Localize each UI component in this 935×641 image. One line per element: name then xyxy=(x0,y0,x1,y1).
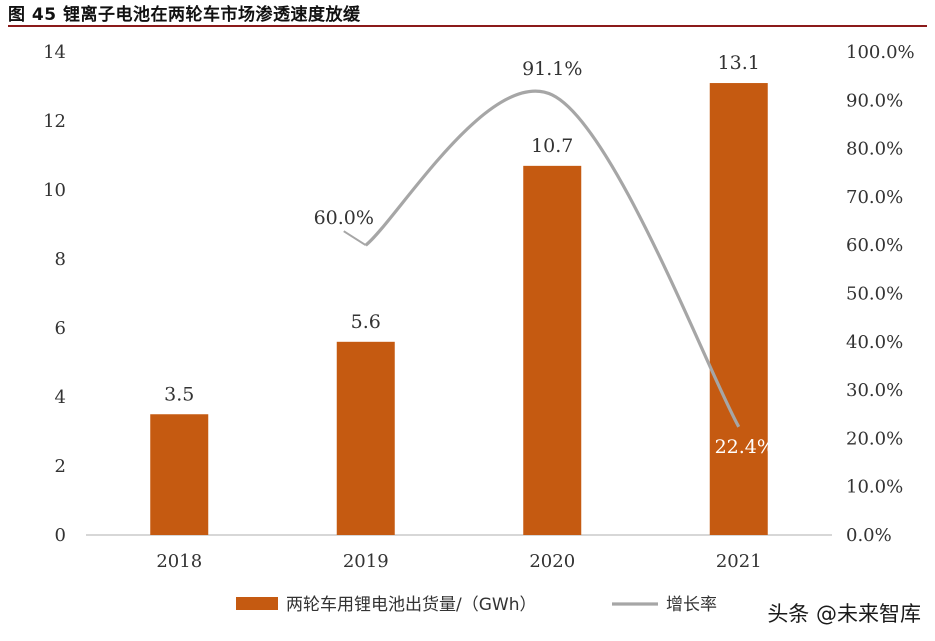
y-right-tick-label: 100.0% xyxy=(846,42,915,63)
y-right-tick-label: 10.0% xyxy=(846,477,903,498)
y-left-tick-label: 10 xyxy=(43,180,66,201)
y-left-tick-label: 6 xyxy=(55,318,66,339)
label-leader-line xyxy=(343,230,367,247)
y-right-tick-label: 70.0% xyxy=(846,187,903,208)
legend-bar-label: 两轮车用锂电池出货量/（GWh） xyxy=(286,595,536,615)
y-left-tick-label: 8 xyxy=(55,249,66,270)
y-right-tick-label: 0.0% xyxy=(846,525,892,546)
y-right-tick-label: 50.0% xyxy=(846,284,903,305)
bar xyxy=(709,83,768,536)
x-tick-label: 2018 xyxy=(156,551,202,572)
y-right-tick-label: 30.0% xyxy=(846,380,903,401)
y-axis-left-ticks: 0 2 4 6 8 10 12 14 xyxy=(43,42,66,546)
bar xyxy=(523,165,582,535)
x-tick-label: 2021 xyxy=(716,551,762,572)
growth-rate-label: 91.1% xyxy=(522,58,582,80)
y-right-tick-label: 60.0% xyxy=(846,235,903,256)
y-right-tick-label: 90.0% xyxy=(846,90,903,111)
y-right-tick-label: 40.0% xyxy=(846,332,903,353)
legend-line-label: 增长率 xyxy=(666,595,717,615)
bar-value-label: 5.6 xyxy=(351,311,381,333)
figure-title: 图 45 锂离子电池在两轮车市场渗透速度放缓 xyxy=(8,5,361,25)
legend-bar-swatch xyxy=(236,597,278,610)
y-right-tick-label: 80.0% xyxy=(846,139,903,160)
y-left-tick-label: 4 xyxy=(55,387,66,408)
y-left-tick-label: 14 xyxy=(43,42,66,63)
y-left-tick-label: 12 xyxy=(43,111,66,132)
bar-value-label: 3.5 xyxy=(164,383,194,405)
x-tick-label: 2019 xyxy=(343,551,389,572)
x-axis-ticks: 2018 2019 2020 2021 xyxy=(156,551,761,572)
growth-rate-labels: 60.0% 91.1% 22.4% xyxy=(314,58,775,458)
bar-value-label: 13.1 xyxy=(718,52,760,74)
title-rule xyxy=(8,25,927,27)
y-left-tick-label: 0 xyxy=(55,525,66,546)
bar-series xyxy=(150,83,768,536)
x-tick-label: 2020 xyxy=(529,551,575,572)
growth-rate-label: 22.4% xyxy=(715,436,775,458)
bar-value-labels: 3.5 5.6 10.7 13.1 xyxy=(164,52,760,405)
y-right-tick-label: 20.0% xyxy=(846,428,903,449)
y-axis-right-ticks: 0.0% 10.0% 20.0% 30.0% 40.0% 50.0% 60.0% 70.0% 8… xyxy=(846,42,915,546)
bar xyxy=(336,341,395,535)
y-left-tick-label: 2 xyxy=(55,456,66,477)
bar-value-label: 10.7 xyxy=(531,135,573,157)
legend: 两轮车用锂电池出货量/（GWh） 增长率 xyxy=(236,595,717,615)
growth-rate-label: 60.0% xyxy=(314,207,374,229)
bar xyxy=(150,414,209,535)
watermark: 头条 @未来智库 xyxy=(767,602,921,626)
growth-rate-line xyxy=(364,89,741,428)
